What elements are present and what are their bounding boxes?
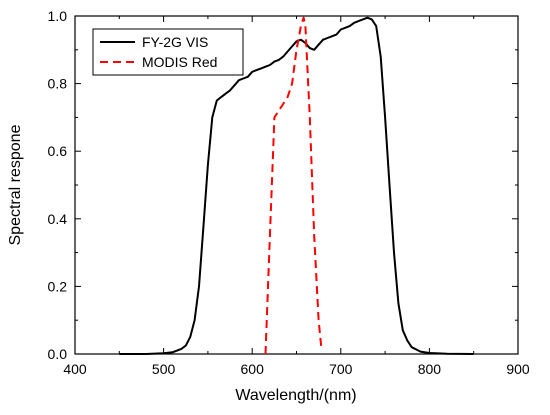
series-layer bbox=[119, 16, 474, 355]
legend: FY-2G VIS MODIS Red bbox=[92, 28, 244, 76]
x-tick-label: 500 bbox=[152, 361, 176, 377]
x-tick-label: 600 bbox=[241, 361, 265, 377]
y-tick-label: 0.4 bbox=[48, 211, 68, 227]
x-axis-label: Wavelength/(nm) bbox=[235, 387, 356, 404]
x-tick-label: 800 bbox=[418, 361, 442, 377]
y-tick-label: 0.6 bbox=[48, 143, 68, 159]
x-tick-label: 900 bbox=[506, 361, 530, 377]
axis-ticks bbox=[74, 15, 519, 355]
y-axis-label: Spectral respone bbox=[7, 124, 24, 245]
x-tick-label: 700 bbox=[329, 361, 353, 377]
legend-label: MODIS Red bbox=[142, 54, 217, 70]
y-tick-label: 0.0 bbox=[48, 346, 68, 362]
legend-box bbox=[92, 28, 244, 76]
axis-tick-labels: 400 500 600 700 800 900 0.0 0.2 0.4 0.6 0.8 1.0 bbox=[48, 8, 530, 377]
y-tick-label: 0.2 bbox=[48, 278, 68, 294]
x-tick-label: 400 bbox=[63, 361, 87, 377]
series-line-modis-red bbox=[264, 16, 323, 355]
series-line-fy-2g-vis bbox=[119, 16, 474, 355]
y-tick-label: 0.8 bbox=[48, 76, 68, 92]
legend-label: FY-2G VIS bbox=[142, 34, 208, 50]
y-tick-label: 1.0 bbox=[48, 8, 68, 24]
